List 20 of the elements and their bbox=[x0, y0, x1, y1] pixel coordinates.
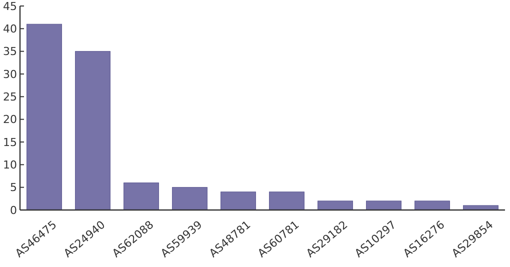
bar bbox=[220, 192, 256, 210]
bar bbox=[318, 200, 353, 210]
bar bbox=[172, 187, 208, 210]
y-tick-label: 10 bbox=[3, 158, 17, 172]
y-tick-label: 25 bbox=[3, 90, 17, 104]
y-tick-label: 20 bbox=[3, 113, 17, 126]
bar bbox=[269, 192, 304, 210]
bar bbox=[366, 200, 402, 210]
y-tick-label: 30 bbox=[3, 68, 17, 81]
y-tick-label: 35 bbox=[3, 45, 17, 58]
y-tick-label: 45 bbox=[3, 0, 17, 13]
bar bbox=[26, 24, 62, 210]
y-tick-label: 15 bbox=[3, 136, 17, 149]
bar bbox=[75, 51, 110, 210]
bar bbox=[463, 205, 498, 210]
bar bbox=[414, 200, 450, 210]
y-tick-label: 5 bbox=[10, 181, 17, 194]
y-tick-label: 0 bbox=[10, 204, 17, 217]
bar bbox=[124, 182, 159, 210]
y-tick-label: 40 bbox=[3, 22, 17, 36]
